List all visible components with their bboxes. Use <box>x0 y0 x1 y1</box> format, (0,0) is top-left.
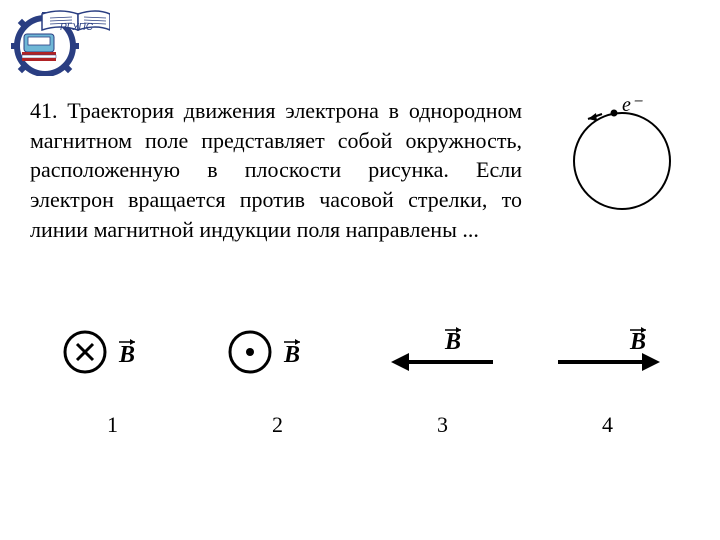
option-3-symbol: B⃗ <box>373 322 513 382</box>
b-label-1: B⃗ <box>118 342 154 368</box>
option-3-number: 3 <box>437 412 448 438</box>
option-2-symbol: B⃗ <box>208 322 348 382</box>
option-1-number: 1 <box>107 412 118 438</box>
question-body: Траектория движения электрона в однородн… <box>30 98 522 242</box>
option-2: B⃗ 2 <box>203 322 353 438</box>
university-logo: РГУПС <box>10 6 110 76</box>
b-label-4: B⃗ <box>629 329 665 355</box>
option-2-number: 2 <box>272 412 283 438</box>
option-3: B⃗ 3 <box>368 322 518 438</box>
option-4-symbol: B⃗ <box>538 322 678 382</box>
b-label-3: B⃗ <box>444 329 480 355</box>
b-label-2: B⃗ <box>283 342 319 368</box>
question-text: 41. Траектория движения электрона в одно… <box>30 96 522 244</box>
option-1-symbol: B⃗ <box>43 322 183 382</box>
option-4-number: 4 <box>602 412 613 438</box>
electron-label: e⁻ <box>622 96 643 116</box>
options-row: B⃗ 1 B⃗ 2 B⃗ <box>30 320 690 440</box>
logo-text: РГУПС <box>60 22 94 33</box>
page: РГУПС 41. Траектория движения электрона … <box>0 0 720 540</box>
electron-trajectory-figure: e⁻ <box>552 96 682 216</box>
option-4: B⃗ 4 <box>533 322 683 438</box>
option-1: B⃗ 1 <box>38 322 188 438</box>
question-number: 41. <box>30 98 58 123</box>
